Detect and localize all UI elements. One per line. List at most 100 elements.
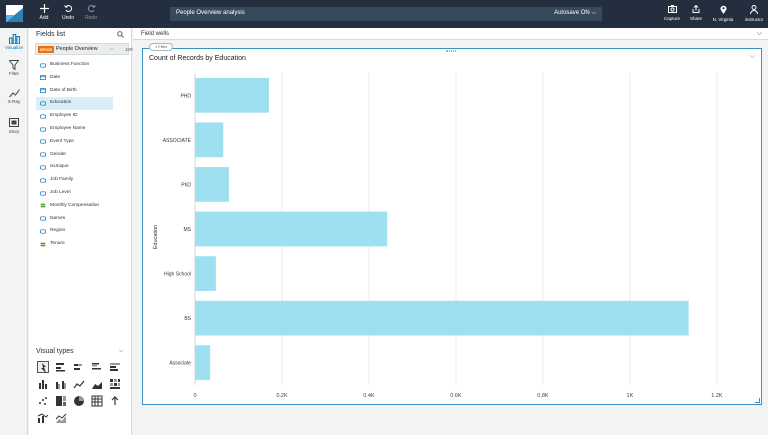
stacked-hbar-icon[interactable] <box>109 361 121 373</box>
kpi-icon[interactable] <box>109 395 121 407</box>
chevron-down-icon[interactable]: ⌵ <box>119 348 124 354</box>
add-button[interactable]: Add <box>33 4 55 21</box>
bar <box>195 122 224 158</box>
main-area: Field wells ⌵ Count of Records by Educat… <box>133 28 768 435</box>
redo-button[interactable]: Redo <box>80 4 102 21</box>
field-item[interactable]: Monthly Compensation <box>36 200 113 213</box>
undo-button[interactable]: Undo <box>57 4 79 21</box>
field-item[interactable]: Job Family <box>36 174 113 187</box>
dataset-name: People Overview <box>56 46 98 52</box>
rail-label: X-Ray <box>7 99 21 104</box>
field-label: Business Function <box>50 62 90 67</box>
field-item[interactable]: Date <box>36 72 113 85</box>
field-item[interactable]: Business Function <box>36 59 113 72</box>
fields-panel: Fields list SPICE People Overview ⌵ 100%… <box>29 28 137 435</box>
rail-item-story[interactable]: Story <box>0 118 28 134</box>
analysis-name-field[interactable]: People Overview analysis Autosave ON ⌵ <box>170 7 602 21</box>
field-item[interactable]: Job Level <box>36 187 113 200</box>
drag-handle[interactable] <box>446 50 456 52</box>
pivot-table-icon[interactable] <box>91 395 103 407</box>
visual-types-title: Visual types <box>36 348 74 355</box>
stacked-bar-icon[interactable] <box>73 361 85 373</box>
dimension-icon <box>40 139 46 144</box>
y-tick-label: PhD <box>181 182 191 188</box>
y-tick-label: ASSOCIATE <box>163 138 192 144</box>
visual-menu-chevron-icon[interactable]: ⌵ <box>749 53 755 60</box>
vertical-bar-icon[interactable] <box>37 378 49 390</box>
dimension-icon <box>40 63 46 68</box>
autograph-icon[interactable] <box>37 361 49 373</box>
field-list: Business Function Date Date of Birth Educat… <box>36 59 113 251</box>
x-tick-label: 1.2K <box>711 393 723 399</box>
dataset-selector[interactable]: SPICE People Overview ⌵ 100% <box>35 43 137 55</box>
field-wells-bar[interactable]: Field wells ⌵ <box>133 28 768 40</box>
field-item[interactable]: Education <box>36 97 113 111</box>
dimension-icon <box>40 191 46 196</box>
dimension-icon <box>40 101 46 106</box>
heatmap-icon[interactable] <box>109 378 121 390</box>
pie-chart-icon[interactable] <box>73 395 85 407</box>
filter-icon <box>9 60 19 70</box>
bar <box>195 77 269 113</box>
fields-list-title: Fields list <box>36 31 66 38</box>
visual-card[interactable]: Count of Records by Education ⌵ 0 0.2K 0.4… <box>142 48 762 405</box>
analysis-name: People Overview analysis <box>176 10 245 16</box>
x-tick-label: 1K <box>627 393 634 399</box>
horizontal-bar-icon[interactable] <box>55 361 67 373</box>
y-axis-title: Education <box>153 225 159 249</box>
clustered-bar-icon[interactable] <box>91 361 103 373</box>
capture-label: Capture <box>663 16 680 21</box>
x-tick-label: 0.8K <box>537 393 549 399</box>
filled-line-icon[interactable] <box>55 412 67 424</box>
dataset-spice-percent: 100% <box>125 47 137 52</box>
field-label: Date <box>50 74 61 80</box>
autosave-toggle[interactable]: Autosave ON ⌵ <box>554 10 596 17</box>
rail-item-visualize[interactable]: Visualize <box>0 34 28 50</box>
add-label: Add <box>39 15 49 21</box>
field-item[interactable]: Employee ID <box>36 110 113 123</box>
calendar-icon <box>40 75 46 81</box>
resize-handle[interactable] <box>755 398 760 403</box>
field-item[interactable]: Names <box>36 213 113 226</box>
field-item[interactable]: Gender <box>36 149 113 162</box>
bar <box>195 167 229 202</box>
field-label: Date of Birth <box>50 87 77 93</box>
undo-label: Undo <box>62 15 74 21</box>
field-item[interactable]: Region <box>36 225 113 238</box>
field-item[interactable]: Tenure <box>36 238 113 251</box>
field-label: Monthly Compensation <box>50 202 100 208</box>
chevron-down-icon: ⌵ <box>591 10 596 16</box>
search-icon[interactable] <box>117 31 124 40</box>
capture-button[interactable]: Capture <box>662 5 682 21</box>
share-button[interactable]: Share <box>687 5 705 21</box>
x-tick-label: 0.4K <box>363 393 375 399</box>
user-menu-button[interactable]: instructor <box>740 5 768 22</box>
field-item[interactable]: isUnique <box>36 161 113 174</box>
dimension-icon <box>40 165 46 170</box>
quicksight-logo[interactable] <box>6 5 23 22</box>
treemap-icon[interactable] <box>55 395 67 407</box>
rail-item-xray[interactable]: X-Ray <box>0 88 28 104</box>
region-button[interactable]: N. Virginia <box>709 5 737 22</box>
x-tick-label: 0 <box>193 393 196 399</box>
field-label: Region <box>50 228 66 234</box>
line-chart-icon[interactable] <box>73 378 85 390</box>
left-rail: Visualize Filter X-Ray Story <box>0 28 28 435</box>
field-item[interactable]: Employee Name <box>36 123 113 136</box>
bar <box>195 345 211 381</box>
bar-chart-icon <box>8 34 20 44</box>
undo-icon <box>63 5 72 12</box>
field-label: Names <box>50 215 66 221</box>
x-tick-label: 0.6K <box>450 393 462 399</box>
combo-chart-icon[interactable] <box>37 412 49 424</box>
field-item[interactable]: Event Type <box>36 136 113 149</box>
region-label: N. Virginia <box>712 17 734 22</box>
filter-tag[interactable]: 1 Filter <box>149 43 174 51</box>
field-item[interactable]: Date of Birth <box>36 85 113 98</box>
y-tick-label: BS <box>184 316 191 322</box>
bar <box>195 256 216 291</box>
scatter-icon[interactable] <box>37 395 49 407</box>
rail-item-filter[interactable]: Filter <box>0 60 28 76</box>
clustered-vbar-icon[interactable] <box>55 378 67 390</box>
area-chart-icon[interactable] <box>91 378 103 390</box>
